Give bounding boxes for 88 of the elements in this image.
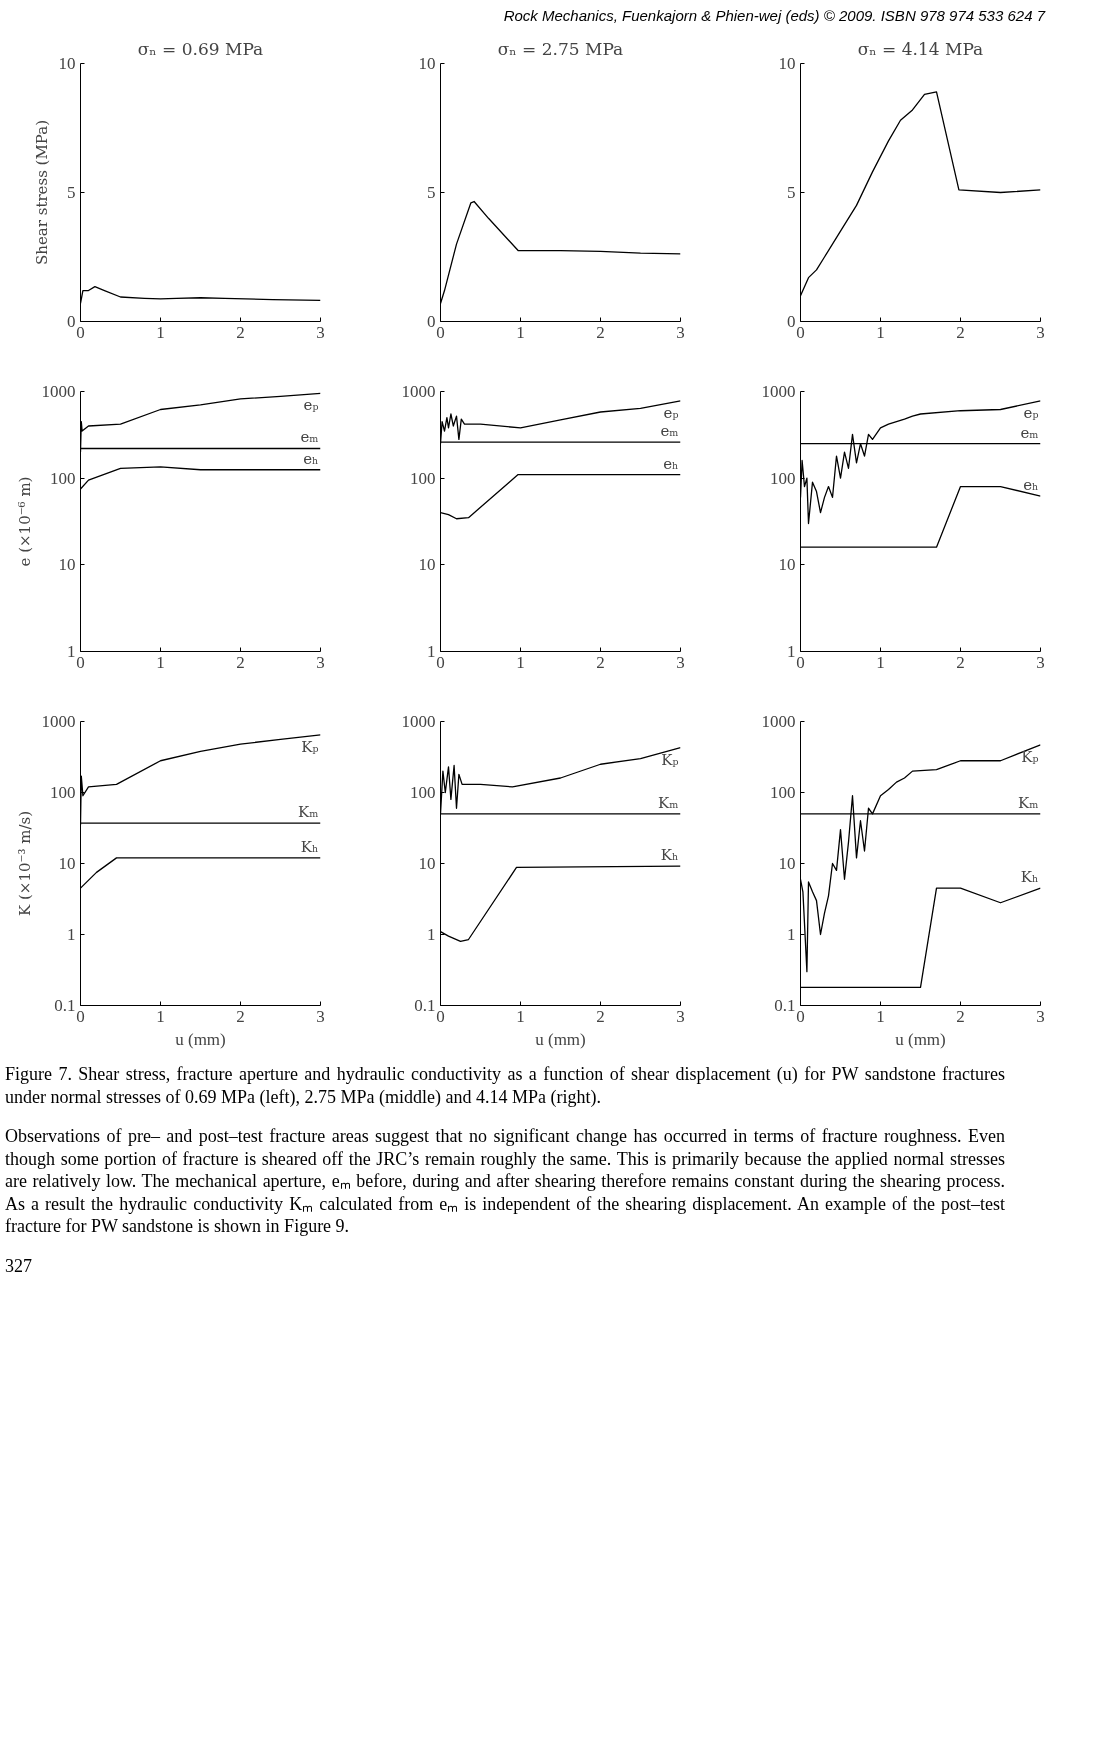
y-tick-label: 5 (787, 183, 796, 203)
x-tick-label: 3 (1036, 322, 1045, 342)
y-tick-label: 10 (778, 54, 796, 74)
x-tick-label: 3 (676, 652, 685, 672)
x-tick-label: 1 (156, 322, 165, 342)
series-label: Kₘ (298, 803, 319, 822)
x-tick-label: 1 (876, 652, 885, 672)
y-tick-label: 1000 (401, 382, 436, 402)
series-label: eₚ (303, 396, 319, 415)
series-label: eₕ (303, 450, 319, 469)
y-tick-label: 100 (770, 783, 796, 803)
y-tick-label: 100 (50, 469, 76, 489)
y-tick-label: 10 (778, 854, 796, 874)
x-tick-label: 1 (516, 652, 525, 672)
y-tick-label: 100 (410, 783, 436, 803)
series-label: Kₕ (1020, 868, 1039, 887)
x-axis-title: u (mm) (535, 1029, 586, 1049)
chart-title: σₙ = 2.75 MPa (497, 38, 624, 59)
x-tick-label: 2 (956, 322, 965, 342)
y-tick-label: 10 (58, 555, 76, 575)
x-tick-label: 3 (316, 1006, 325, 1026)
y-tick-label: 10 (418, 854, 436, 874)
x-tick-label: 3 (676, 322, 685, 342)
y-tick-label: 1000 (761, 382, 796, 402)
x-tick-label: 1 (876, 1006, 885, 1026)
x-tick-label: 2 (596, 322, 605, 342)
x-tick-label: 2 (596, 652, 605, 672)
y-tick-label: 100 (410, 469, 436, 489)
y-tick-label: 1 (787, 925, 796, 945)
caption: Figure 7. Shear stress, fracture aperture and hydraulic conductivity as a function of shear displacement (u) for PW sandstone fractures under normal stresses of 0.69 MPa (left), 2.75 MPa (middle) and 4.14 MPa (right). (5, 1063, 1005, 1109)
chart-title: σₙ = 4.14 MPa (857, 38, 984, 59)
series-label: Kₕ (300, 838, 319, 857)
x-tick-label: 3 (676, 1006, 685, 1026)
y-tick-label: 1 (67, 925, 76, 945)
series-label: eₘ (1020, 424, 1039, 443)
x-tick-label: 3 (1036, 1006, 1045, 1026)
x-tick-label: 1 (516, 322, 525, 342)
y-tick-label: 0.1 (414, 996, 436, 1016)
series-label: Kₚ (661, 750, 679, 769)
x-tick-label: 2 (236, 652, 245, 672)
series-label: Kₘ (658, 794, 679, 813)
y-tick-label: 0.1 (774, 996, 796, 1016)
series-label: eₘ (300, 428, 319, 447)
text: 327 (5, 1254, 32, 1278)
x-tick-label: 3 (316, 322, 325, 342)
series-label: eₚ (1023, 404, 1039, 423)
y-tick-label: 0.1 (54, 996, 76, 1016)
y-tick-label: 5 (67, 183, 76, 203)
series-label: Kₕ (660, 846, 679, 865)
y-tick-label: 10 (58, 54, 76, 74)
x-tick-label: 3 (1036, 652, 1045, 672)
y-tick-label: 100 (770, 469, 796, 489)
x-tick-label: 2 (596, 1006, 605, 1026)
y-tick-label: 100 (50, 783, 76, 803)
series-label: Kₚ (1021, 748, 1039, 767)
series-label: eₕ (663, 455, 679, 473)
y-tick-label: 1000 (761, 712, 796, 732)
x-axis-title: u (mm) (175, 1029, 226, 1049)
y-axis-title: Shear stress (MPa) (32, 120, 51, 266)
series-label: eₘ (660, 422, 679, 441)
y-axis-title: K (×10⁻³ m/s) (15, 811, 34, 917)
x-tick-label: 3 (316, 652, 325, 672)
text: Rock Mechanics, Fuenkajorn & Phien-wej (eds) © 2009. ISBN 978 974 533 624 7 (503, 6, 1045, 26)
x-axis-title: u (mm) (895, 1029, 946, 1049)
series-label: Kₚ (301, 738, 319, 757)
y-axis-title: e (×10⁻⁶ m) (15, 476, 34, 567)
x-tick-label: 1 (876, 322, 885, 342)
chart-title: σₙ = 0.69 MPa (137, 38, 264, 59)
x-tick-label: 2 (236, 1006, 245, 1026)
y-tick-label: 10 (58, 854, 76, 874)
series-label: eₕ (1023, 476, 1039, 495)
y-tick-label: 1000 (41, 382, 76, 402)
x-tick-label: 1 (516, 1006, 525, 1026)
y-tick-label: 10 (778, 555, 796, 575)
x-tick-label: 2 (956, 1006, 965, 1026)
series-label: eₚ (663, 404, 679, 423)
y-tick-label: 10 (418, 555, 436, 575)
series-label: Kₘ (1018, 794, 1039, 813)
x-tick-label: 1 (156, 1006, 165, 1026)
x-tick-label: 2 (236, 322, 245, 342)
y-tick-label: 1000 (401, 712, 436, 732)
x-tick-label: 1 (156, 652, 165, 672)
text: Observations of pre– and post–test fracture areas suggest that no significant change has occurred in terms of fracture roughness. Even though some portion of fracture is sheared off the JRC’s remain roughly the same. This is primarily because the applied normal stresses are relatively low. The mechanical aperture, eₘ before, during and after shearing therefore remains constant during the shearing process. As a result the hydraulic conductivity Kₘ calculated from eₘ is independent of the shearing displacement. An example of the post–test fracture for PW sandstone is shown in Figure 9. (5, 1125, 1005, 1238)
y-tick-label: 1 (427, 925, 436, 945)
y-tick-label: 10 (418, 54, 436, 74)
y-tick-label: 1000 (41, 712, 76, 732)
x-tick-label: 2 (956, 652, 965, 672)
y-tick-label: 5 (427, 183, 436, 203)
